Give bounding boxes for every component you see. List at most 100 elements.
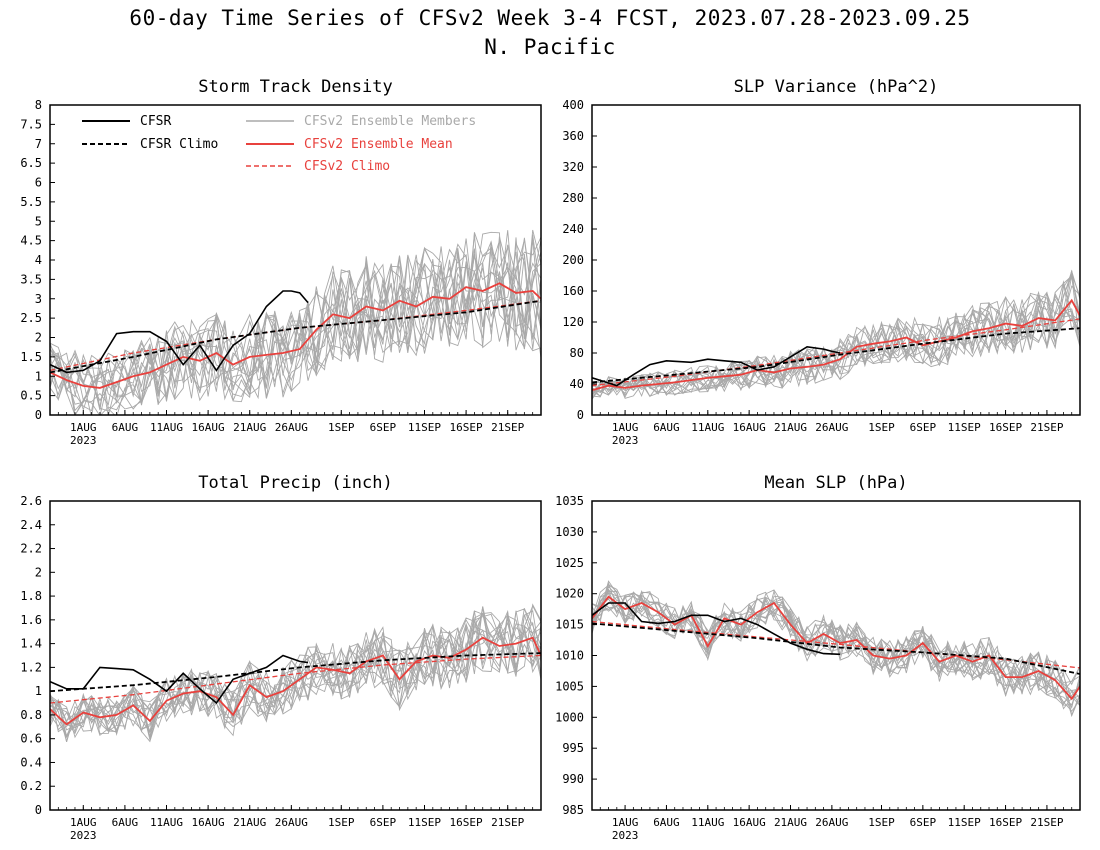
x-tick-label: 1SEP bbox=[868, 421, 895, 434]
y-tick-label: 0.6 bbox=[20, 732, 42, 746]
x-tick-label: 21SEP bbox=[1030, 421, 1063, 434]
y-tick-label: 280 bbox=[562, 191, 584, 205]
y-tick-label: 1015 bbox=[555, 618, 584, 632]
y-tick-label: 0.5 bbox=[20, 389, 42, 403]
x-tick-label: 6SEP bbox=[370, 816, 397, 829]
series-line-obs_climo bbox=[592, 622, 1080, 675]
x-tick-label: 21SEP bbox=[491, 816, 524, 829]
x-tick-label: 26AUG bbox=[275, 421, 308, 434]
ensemble-member-line bbox=[592, 588, 1080, 704]
y-tick-label: 990 bbox=[562, 772, 584, 786]
x-tick-label: 11SEP bbox=[948, 816, 981, 829]
x-tick-label: 21AUG bbox=[774, 421, 807, 434]
x-tick-label: 21AUG bbox=[774, 816, 807, 829]
y-tick-label: 985 bbox=[562, 803, 584, 817]
panel-title: Mean SLP (hPa) bbox=[764, 473, 907, 493]
legend-label-members: CFSv2 Ensemble Members bbox=[304, 114, 476, 129]
ensemble-member-line bbox=[592, 589, 1080, 699]
y-tick-label: 1030 bbox=[555, 525, 584, 539]
x-tick-label: 16SEP bbox=[989, 816, 1022, 829]
x-tick-label: 16AUG bbox=[733, 816, 766, 829]
y-tick-label: 0 bbox=[35, 803, 42, 817]
y-tick-label: 1.4 bbox=[20, 637, 42, 651]
x-tick-label: 16SEP bbox=[450, 421, 483, 434]
series-line-mean bbox=[592, 298, 1080, 392]
x-year-label: 2023 bbox=[612, 434, 639, 447]
figure-subtitle: N. Pacific bbox=[484, 35, 616, 59]
ensemble-member-line bbox=[592, 589, 1080, 700]
ensemble-member-line bbox=[50, 229, 541, 412]
x-tick-label: 1AUG bbox=[70, 421, 97, 434]
chart-panel-1: SLP Variance (hPa^2) 0 40 80 120 160 200 240 280… bbox=[562, 77, 1081, 447]
ensemble-member-line bbox=[50, 253, 541, 410]
ensemble-member-line bbox=[592, 585, 1080, 710]
y-tick-label: 1.8 bbox=[20, 589, 42, 603]
y-tick-label: 160 bbox=[562, 284, 584, 298]
y-tick-label: 0.4 bbox=[20, 755, 42, 769]
y-tick-label: 3 bbox=[35, 292, 42, 306]
ensemble-member-line bbox=[50, 604, 541, 742]
series-line-obs bbox=[592, 602, 841, 656]
plot-frame bbox=[591, 500, 1081, 811]
y-tick-label: 2.5 bbox=[20, 311, 42, 325]
y-tick-label: 400 bbox=[562, 98, 584, 112]
series-line-obs_climo bbox=[50, 652, 541, 693]
series-line-obs_climo bbox=[592, 327, 1080, 384]
ensemble-member-line bbox=[50, 234, 541, 412]
x-tick-label: 11AUG bbox=[150, 816, 183, 829]
y-tick-label: 6.5 bbox=[20, 156, 42, 170]
series-line-obs bbox=[50, 290, 309, 374]
ensemble-member-line bbox=[50, 610, 541, 743]
y-tick-label: 8 bbox=[35, 98, 42, 112]
y-tick-label: 80 bbox=[570, 346, 584, 360]
y-tick-label: 2 bbox=[35, 565, 42, 579]
x-tick-label: 6SEP bbox=[910, 421, 937, 434]
x-tick-label: 11AUG bbox=[150, 421, 183, 434]
y-tick-label: 1 bbox=[35, 369, 42, 383]
y-tick-label: 0.2 bbox=[20, 779, 42, 793]
chart-panel-2: Total Precip (inch) 0 0.2 0.4 0.6 0.8 1 1.2 1.4 1… bbox=[20, 473, 542, 842]
series-line-mean bbox=[50, 282, 541, 389]
y-tick-label: 1.2 bbox=[20, 660, 42, 674]
x-tick-label: 1SEP bbox=[328, 816, 355, 829]
panel-title: SLP Variance (hPa^2) bbox=[734, 77, 939, 97]
y-tick-label: 1.5 bbox=[20, 350, 42, 364]
y-tick-label: 0 bbox=[35, 408, 42, 422]
ensemble-member-line bbox=[50, 234, 541, 415]
x-year-label: 2023 bbox=[612, 829, 639, 842]
y-tick-label: 1005 bbox=[555, 679, 584, 693]
plot-area bbox=[50, 603, 541, 743]
x-tick-label: 21AUG bbox=[233, 421, 266, 434]
x-tick-label: 16SEP bbox=[989, 421, 1022, 434]
series-line-model_climo bbox=[50, 300, 541, 372]
x-tick-label: 16AUG bbox=[192, 816, 225, 829]
y-tick-label: 1000 bbox=[555, 710, 584, 724]
x-tick-label: 21SEP bbox=[491, 421, 524, 434]
x-tick-label: 6AUG bbox=[653, 816, 680, 829]
y-tick-label: 1025 bbox=[555, 556, 584, 570]
y-tick-label: 4.5 bbox=[20, 234, 42, 248]
y-tick-label: 5 bbox=[35, 214, 42, 228]
series-line-obs bbox=[50, 654, 309, 705]
y-tick-label: 0.8 bbox=[20, 708, 42, 722]
y-tick-label: 2 bbox=[35, 331, 42, 345]
x-tick-label: 11AUG bbox=[691, 816, 724, 829]
y-tick-label: 2.4 bbox=[20, 518, 42, 532]
y-tick-label: 320 bbox=[562, 160, 584, 174]
x-tick-label: 16AUG bbox=[733, 421, 766, 434]
ensemble-member-line bbox=[592, 274, 1080, 397]
x-tick-label: 26AUG bbox=[815, 421, 848, 434]
x-tick-label: 6SEP bbox=[910, 816, 937, 829]
series-line-model_climo bbox=[50, 654, 541, 704]
y-tick-label: 7 bbox=[35, 137, 42, 151]
x-tick-label: 21SEP bbox=[1030, 816, 1063, 829]
legend-label-cfsr: CFSR bbox=[140, 114, 171, 129]
y-tick-label: 4 bbox=[35, 253, 42, 267]
x-tick-label: 16AUG bbox=[192, 421, 225, 434]
x-tick-label: 6AUG bbox=[112, 421, 139, 434]
y-tick-label: 995 bbox=[562, 741, 584, 755]
ensemble-member-line bbox=[50, 232, 541, 412]
ensemble-member-line bbox=[50, 606, 541, 730]
series-line-mean bbox=[50, 636, 541, 726]
